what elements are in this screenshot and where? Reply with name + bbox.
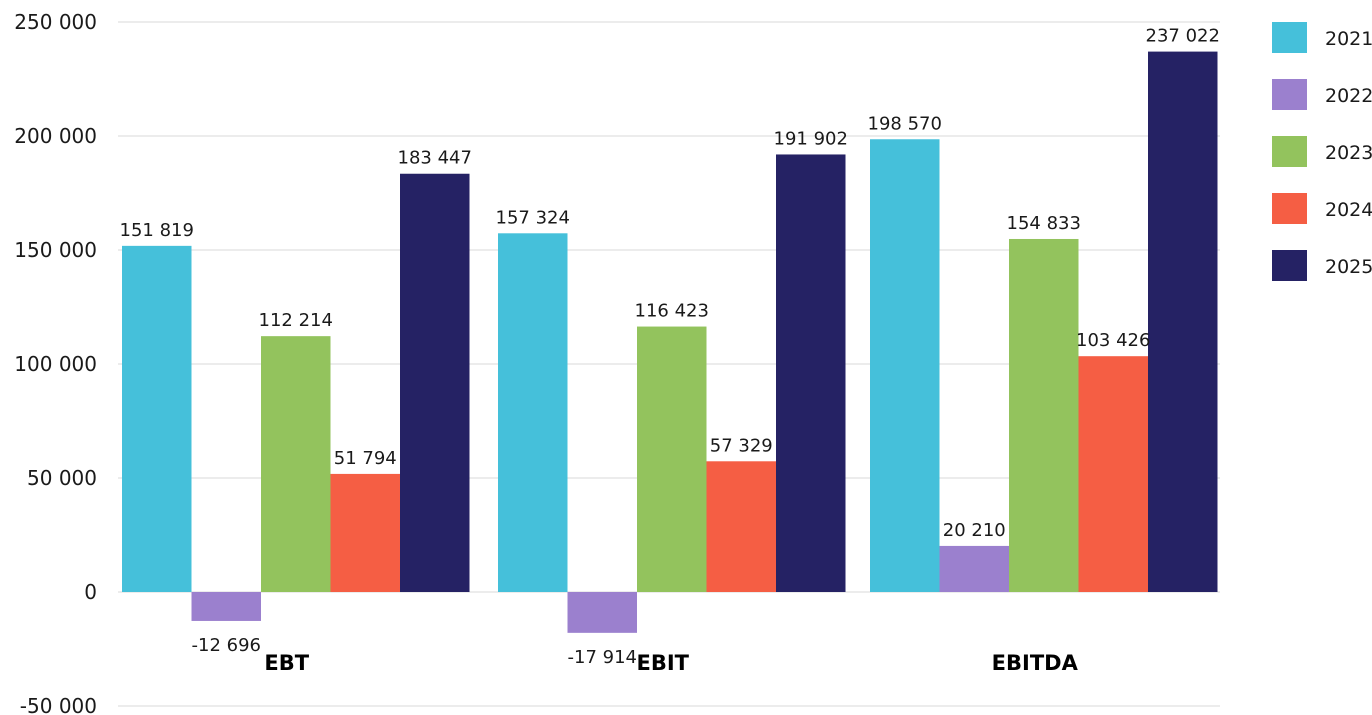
data-label: 151 819 xyxy=(120,220,194,241)
category-label: EBIT xyxy=(637,651,690,675)
bar-ebitda-2021 xyxy=(870,139,940,592)
category-label: EBITDA xyxy=(992,651,1079,675)
legend-label: 2022 xyxy=(1325,85,1372,107)
data-label: -17 914 xyxy=(568,647,637,668)
legend: 2021 2022 2023 2024 2025 xyxy=(1272,22,1372,281)
data-label: 191 902 xyxy=(774,128,848,149)
y-tick-label: 50 000 xyxy=(27,466,97,490)
data-label: 20 210 xyxy=(943,520,1006,541)
data-label: 116 423 xyxy=(635,301,709,322)
data-label: 237 022 xyxy=(1146,26,1220,47)
data-label: -12 696 xyxy=(192,635,261,656)
legend-label: 2023 xyxy=(1325,142,1372,164)
bars xyxy=(122,51,1218,633)
bar-ebitda-2022 xyxy=(939,545,1009,592)
legend-label: 2021 xyxy=(1325,28,1372,50)
y-tick-label: 250 000 xyxy=(14,10,97,34)
data-labels: 151 819 -12 696 112 214 51 794 183 447 157 32… xyxy=(120,26,1220,668)
bar-ebit-2025 xyxy=(776,154,846,592)
data-label: 57 329 xyxy=(710,435,773,456)
bar-ebit-2024 xyxy=(706,461,776,592)
data-label: 112 214 xyxy=(259,310,333,331)
legend-label: 2024 xyxy=(1325,199,1372,221)
legend-swatch xyxy=(1272,79,1307,110)
legend-swatch xyxy=(1272,22,1307,53)
bar-ebitda-2023 xyxy=(1009,238,1079,592)
data-label: 198 570 xyxy=(868,113,942,134)
bar-ebit-2022 xyxy=(567,592,637,633)
legend-swatch xyxy=(1272,193,1307,224)
category-labels: EBT EBIT EBITDA xyxy=(264,651,1078,675)
bar-ebt-2022 xyxy=(191,592,261,621)
data-label: 183 447 xyxy=(398,148,472,169)
bar-ebt-2023 xyxy=(261,336,331,592)
y-axis-ticks: 250 000 200 000 150 000 100 000 50 000 0 -50 0… xyxy=(14,10,97,715)
data-label: 51 794 xyxy=(334,448,397,469)
bar-ebitda-2025 xyxy=(1148,51,1218,592)
legend-label: 2025 xyxy=(1325,256,1372,278)
y-tick-label: 200 000 xyxy=(14,124,97,148)
y-tick-label: 150 000 xyxy=(14,238,97,262)
bar-ebt-2024 xyxy=(330,473,400,592)
y-tick-label: 100 000 xyxy=(14,352,97,376)
category-label: EBT xyxy=(264,651,309,675)
y-tick-label: -50 000 xyxy=(20,694,97,715)
data-label: 103 426 xyxy=(1076,330,1150,351)
data-label: 157 324 xyxy=(496,207,570,228)
bar-ebit-2021 xyxy=(498,233,568,593)
bar-ebitda-2024 xyxy=(1078,356,1148,592)
bar-ebit-2023 xyxy=(637,326,707,592)
bar-ebt-2021 xyxy=(122,245,192,593)
legend-swatch xyxy=(1272,250,1307,281)
y-tick-label: 0 xyxy=(84,580,97,604)
bar-ebt-2025 xyxy=(400,173,470,592)
legend-swatch xyxy=(1272,136,1307,167)
data-label: 154 833 xyxy=(1007,213,1081,234)
